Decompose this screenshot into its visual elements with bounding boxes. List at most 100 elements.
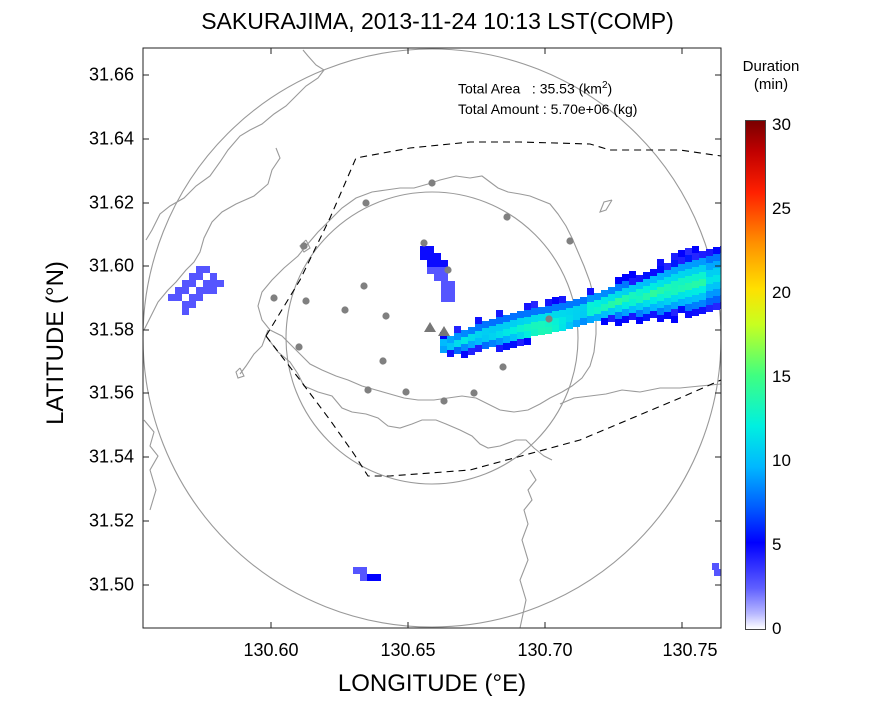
plume-cell bbox=[664, 312, 671, 319]
plume-cell bbox=[503, 336, 510, 343]
y-tick-label: 31.50 bbox=[88, 574, 134, 595]
plume-cell bbox=[629, 271, 636, 278]
plume-cell bbox=[692, 288, 699, 295]
plume-cell bbox=[503, 322, 510, 329]
duration-colorbar bbox=[745, 120, 766, 630]
plume-cell bbox=[636, 296, 643, 303]
station-dot bbox=[364, 386, 372, 394]
plume-cell bbox=[615, 284, 622, 291]
plume-cell bbox=[189, 294, 196, 301]
plume-cell bbox=[615, 319, 622, 326]
plume-cell bbox=[608, 308, 615, 315]
plume-cell bbox=[552, 311, 559, 318]
plume-cell bbox=[615, 291, 622, 298]
plume-cell bbox=[531, 329, 538, 336]
plume-cell bbox=[629, 306, 636, 313]
plume-cell bbox=[622, 309, 629, 316]
plume-cell bbox=[434, 260, 441, 267]
plume-cell bbox=[353, 567, 360, 574]
plume-cell bbox=[367, 574, 374, 581]
station-dot bbox=[470, 389, 478, 397]
plume-cell bbox=[685, 269, 692, 276]
plume-cell bbox=[678, 271, 685, 278]
plume-cell bbox=[552, 304, 559, 311]
plume-cell bbox=[678, 250, 685, 257]
plume-cell bbox=[706, 284, 713, 291]
coastline bbox=[143, 49, 721, 628]
plume-cell bbox=[615, 277, 622, 284]
plume-cell bbox=[622, 295, 629, 302]
plume-cell bbox=[657, 259, 664, 266]
x-axis-label: LONGITUDE (°E) bbox=[337, 670, 527, 697]
plume-cell bbox=[657, 287, 664, 294]
dashed-boundary bbox=[265, 141, 721, 477]
plume-cell bbox=[685, 276, 692, 283]
plume-cell bbox=[448, 281, 455, 288]
plume-cell bbox=[360, 574, 367, 581]
plume-cell bbox=[671, 260, 678, 267]
plume-cell bbox=[587, 309, 594, 316]
plume-cell bbox=[441, 274, 448, 281]
y-tick-label: 31.52 bbox=[88, 510, 134, 531]
plume-cell bbox=[441, 288, 448, 295]
plume-cell bbox=[594, 293, 601, 300]
station-dot bbox=[402, 388, 410, 396]
plume-cell bbox=[545, 320, 552, 327]
plume-cell bbox=[699, 293, 706, 300]
plume-cell bbox=[440, 346, 447, 353]
plume-cell bbox=[531, 322, 538, 329]
plume-cell bbox=[168, 294, 175, 301]
plume-cell bbox=[699, 300, 706, 307]
colorbar-tick-label: 25 bbox=[772, 199, 791, 218]
plume-cell bbox=[671, 274, 678, 281]
y-tick-label: 31.64 bbox=[88, 128, 134, 149]
station-dot bbox=[362, 199, 370, 207]
plume-cell bbox=[678, 306, 685, 313]
plume-cell bbox=[427, 267, 434, 274]
y-tick-label: 31.66 bbox=[88, 64, 134, 85]
plume-cell bbox=[531, 308, 538, 315]
plume-cell bbox=[664, 291, 671, 298]
y-tick-label: 31.58 bbox=[88, 319, 134, 340]
plume-cell bbox=[622, 302, 629, 309]
colorbar-title: Duration (min) bbox=[721, 58, 821, 94]
plume-cell bbox=[545, 299, 552, 306]
plume-cell bbox=[615, 312, 622, 319]
plume-cell bbox=[713, 282, 720, 289]
plume-cell bbox=[573, 306, 580, 313]
plume-cell bbox=[657, 266, 664, 273]
y-tick-label: 31.62 bbox=[88, 192, 134, 213]
station-dot bbox=[428, 179, 436, 187]
plume-cell bbox=[657, 308, 664, 315]
plume-cell bbox=[524, 310, 531, 317]
plume-cell bbox=[461, 351, 468, 358]
plume-cell bbox=[685, 283, 692, 290]
plume-cell bbox=[671, 281, 678, 288]
plume-cell bbox=[524, 317, 531, 324]
y-tick-label: 31.60 bbox=[88, 255, 134, 276]
plume-cell bbox=[489, 340, 496, 347]
plume-cell bbox=[699, 251, 706, 258]
plume-cell bbox=[650, 269, 657, 276]
total-area-unit-end: ) bbox=[607, 80, 613, 97]
plume-cell bbox=[713, 275, 720, 282]
plume-cell bbox=[196, 273, 203, 280]
plume-cell bbox=[692, 253, 699, 260]
plume-cell bbox=[706, 270, 713, 277]
outer-range-circle bbox=[143, 48, 721, 628]
station-dot bbox=[499, 363, 507, 371]
plume-cell bbox=[580, 318, 587, 325]
plume-cell bbox=[699, 265, 706, 272]
plume-cell bbox=[441, 295, 448, 302]
plume-cell bbox=[699, 258, 706, 265]
plume-cell bbox=[706, 263, 713, 270]
plume-cell bbox=[650, 311, 657, 318]
plume-cell bbox=[587, 288, 594, 295]
plume-cell bbox=[643, 293, 650, 300]
tick-marks bbox=[143, 48, 721, 628]
station-dot bbox=[341, 306, 349, 314]
plume-cell bbox=[545, 306, 552, 313]
plume-cell bbox=[203, 287, 210, 294]
crater-marker-minamidake bbox=[424, 322, 436, 332]
plot-frame bbox=[142, 47, 722, 629]
